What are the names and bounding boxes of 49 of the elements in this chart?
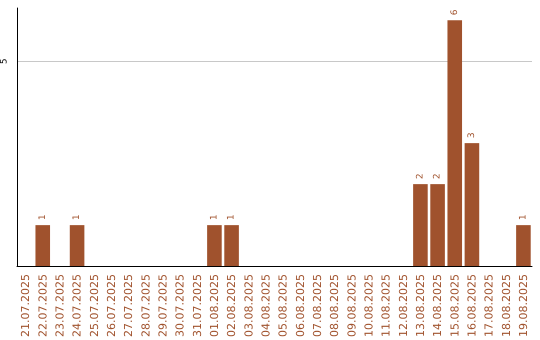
- x-tick-label: 08.08.2025: [328, 274, 342, 338]
- bar: [224, 225, 239, 266]
- x-tick-label: 22.07.2025: [36, 274, 50, 338]
- data-label: 3: [466, 132, 477, 138]
- bar: [464, 143, 480, 266]
- bar: [35, 225, 50, 266]
- x-tick-label: 18.08.2025: [500, 274, 513, 338]
- x-tick-label: 30.07.2025: [174, 274, 187, 338]
- x-tick-label: 15.08.2025: [448, 274, 462, 338]
- x-tick-label: 11.08.2025: [380, 274, 393, 338]
- x-tick-label: 29.07.2025: [156, 274, 170, 338]
- bar: [413, 184, 428, 266]
- x-tick-label: 05.08.2025: [276, 274, 290, 338]
- bar: [207, 225, 222, 266]
- bar: [70, 225, 84, 266]
- x-tick-label: 09.08.2025: [345, 274, 358, 338]
- data-label: 1: [72, 214, 82, 220]
- y-tick-label: 5: [0, 58, 10, 64]
- x-tick-label: 19.08.2025: [516, 274, 530, 338]
- x-tick-label: 21.07.2025: [19, 274, 32, 338]
- x-tick-label: 03.08.2025: [242, 274, 256, 338]
- data-label: 2: [415, 173, 426, 180]
- bar: [447, 20, 462, 266]
- x-tick-label: 01.08.2025: [208, 274, 221, 338]
- x-tick-label: 31.07.2025: [190, 274, 204, 338]
- bar: [516, 225, 531, 266]
- x-tick-label: 04.08.2025: [259, 274, 272, 338]
- x-tick-label: 10.08.2025: [362, 274, 376, 338]
- x-tick-label: 25.07.2025: [88, 274, 101, 338]
- x-tick-label: 16.08.2025: [465, 274, 478, 338]
- x-tick-label: 28.07.2025: [139, 274, 152, 338]
- x-tick-label: 06.08.2025: [294, 274, 307, 338]
- bar: [430, 184, 445, 266]
- x-tick-label: 24.07.2025: [70, 274, 84, 338]
- data-label: 1: [518, 214, 528, 220]
- data-label: 1: [38, 214, 48, 220]
- x-tick-label: 12.08.2025: [396, 274, 410, 338]
- data-label: 1: [209, 214, 220, 220]
- x-tick-label: 23.07.2025: [53, 274, 66, 338]
- x-tick-label: 07.08.2025: [310, 274, 324, 338]
- x-tick-label: 13.08.2025: [414, 274, 427, 338]
- x-tick-label: 17.08.2025: [482, 274, 496, 338]
- x-tick-label: 14.08.2025: [431, 274, 444, 338]
- data-label: 2: [432, 173, 443, 180]
- x-tick-label: 27.07.2025: [122, 274, 136, 338]
- data-label: 6: [450, 9, 460, 16]
- data-label: 1: [226, 214, 237, 220]
- x-tick-label: 26.07.2025: [104, 274, 118, 338]
- x-tick-label: 02.08.2025: [225, 274, 238, 338]
